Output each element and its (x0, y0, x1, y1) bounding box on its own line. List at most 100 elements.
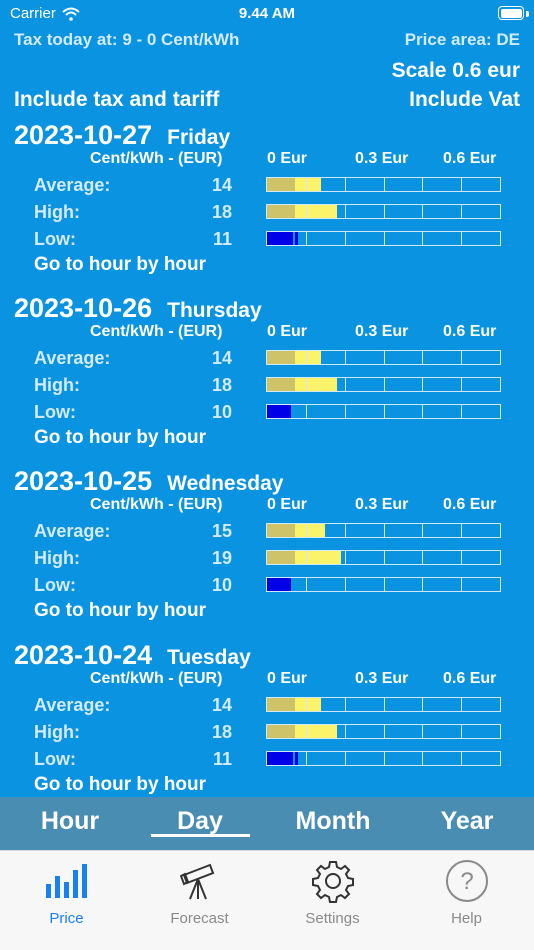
low-bar-fill (267, 232, 294, 245)
scale-0-label: 0 Eur (267, 323, 308, 340)
high-bar (266, 377, 501, 392)
average-label: Average: (34, 348, 111, 368)
question-circle-icon: ? (445, 860, 488, 902)
price-area-label: Price area: DE (404, 30, 520, 49)
tax-bar-fill (267, 205, 295, 218)
tax-bar-fill (267, 698, 295, 711)
tax-bar-fill (267, 351, 295, 364)
average-bar (266, 697, 501, 712)
low-bar-fill (267, 752, 294, 765)
svg-text:?: ? (460, 868, 473, 895)
battery-icon (498, 6, 524, 20)
high-label: High: (34, 548, 80, 568)
bottom-tab-bar: Price Forecast Sett (0, 850, 534, 950)
scale-max-label: 0.6 Eur (443, 150, 497, 167)
low-bar-fill (267, 405, 292, 418)
scale-mid-label: 0.3 Eur (355, 670, 409, 687)
scale-max-label: 0.6 Eur (443, 670, 497, 687)
low-label: Low: (34, 575, 76, 595)
average-value: 14 (211, 348, 232, 368)
price-bar-fill (294, 551, 341, 564)
price-bar-fill (294, 178, 322, 191)
day-weekday: Tuesday (167, 646, 251, 669)
price-bar-fill (294, 725, 337, 738)
tab-settings-label: Settings (305, 910, 360, 927)
selected-tab-indicator (151, 834, 250, 837)
average-label: Average: (34, 175, 111, 195)
tab-forecast[interactable]: Forecast (133, 859, 266, 927)
average-value: 14 (211, 175, 232, 195)
day-title: 2023-10-26 Thursday (14, 293, 262, 324)
tab-day[interactable]: Day (177, 807, 223, 835)
go-to-hour-link[interactable]: Go to hour by hour (34, 774, 207, 795)
price-bar-fill (294, 524, 326, 537)
tab-month[interactable]: Month (295, 807, 371, 835)
status-bar: Carrier 9.44 AM (0, 0, 534, 28)
price-bar-fill (294, 351, 322, 364)
scale-mid-label: 0.3 Eur (355, 323, 409, 340)
scale-label: Scale 0.6 eur (391, 59, 520, 82)
day-title: 2023-10-27 Friday (14, 120, 230, 151)
high-value: 18 (211, 375, 232, 395)
average-bar (266, 350, 501, 365)
price-bar-fill (294, 378, 337, 391)
unit-label: Cent/kWh - (EUR) (90, 670, 223, 687)
tab-help-label: Help (451, 910, 482, 927)
tab-forecast-label: Forecast (170, 910, 229, 927)
price-bar-fill (294, 205, 337, 218)
tab-settings[interactable]: Settings (266, 859, 399, 927)
low-value: 10 (211, 575, 232, 595)
tax-bar-fill (267, 178, 295, 191)
average-bar (266, 523, 501, 538)
include-tax-label: Include tax and tariff (14, 88, 220, 111)
telescope-icon (179, 863, 214, 900)
average-label: Average: (34, 695, 111, 715)
low-bar (266, 751, 501, 766)
tab-help[interactable]: ? Help (400, 859, 533, 927)
scale-0-label: 0 Eur (267, 150, 308, 167)
scale-0-label: 0 Eur (267, 496, 308, 513)
low-bar (266, 577, 501, 592)
high-label: High: (34, 722, 80, 742)
low-label: Low: (34, 229, 76, 249)
carrier: Carrier (10, 5, 80, 22)
range-tab-bar: Hour Day Month Year (0, 797, 534, 850)
scale-0-label: 0 Eur (267, 670, 308, 687)
day-weekday: Friday (167, 126, 231, 149)
low-value: 11 (212, 229, 232, 249)
unit-label: Cent/kWh - (EUR) (90, 496, 223, 513)
high-label: High: (34, 375, 80, 395)
day-weekday: Thursday (167, 299, 262, 322)
scale-mid-label: 0.3 Eur (355, 150, 409, 167)
gear-icon (311, 861, 354, 903)
low-value: 11 (212, 749, 232, 769)
low-label: Low: (34, 402, 76, 422)
low-bar (266, 404, 501, 419)
day-weekday: Wednesday (167, 472, 284, 495)
tab-hour[interactable]: Hour (40, 807, 100, 835)
day-date: 2023-10-25 (14, 466, 153, 496)
go-to-hour-link[interactable]: Go to hour by hour (34, 254, 207, 275)
day-date: 2023-10-26 (14, 293, 153, 323)
high-label: High: (34, 202, 80, 222)
high-bar (266, 550, 501, 565)
go-to-hour-link[interactable]: Go to hour by hour (34, 427, 207, 448)
high-value: 19 (211, 548, 232, 568)
tab-price[interactable]: Price (0, 859, 133, 927)
average-bar (266, 177, 501, 192)
high-value: 18 (211, 202, 232, 222)
low-value: 10 (211, 402, 232, 422)
carrier-label: Carrier (10, 5, 56, 22)
price-bar-fill (294, 698, 322, 711)
day-title: 2023-10-25 Wednesday (14, 466, 283, 497)
unit-label: Cent/kWh - (EUR) (90, 150, 223, 167)
bar-chart-icon (45, 864, 87, 898)
scale-max-label: 0.6 Eur (443, 496, 497, 513)
tab-year[interactable]: Year (440, 807, 494, 835)
average-value: 14 (211, 695, 232, 715)
go-to-hour-link[interactable]: Go to hour by hour (34, 600, 207, 621)
day-date: 2023-10-27 (14, 120, 153, 150)
tax-bar-fill (267, 551, 295, 564)
low-label: Low: (34, 749, 76, 769)
include-vat-label: Include Vat (409, 88, 520, 111)
